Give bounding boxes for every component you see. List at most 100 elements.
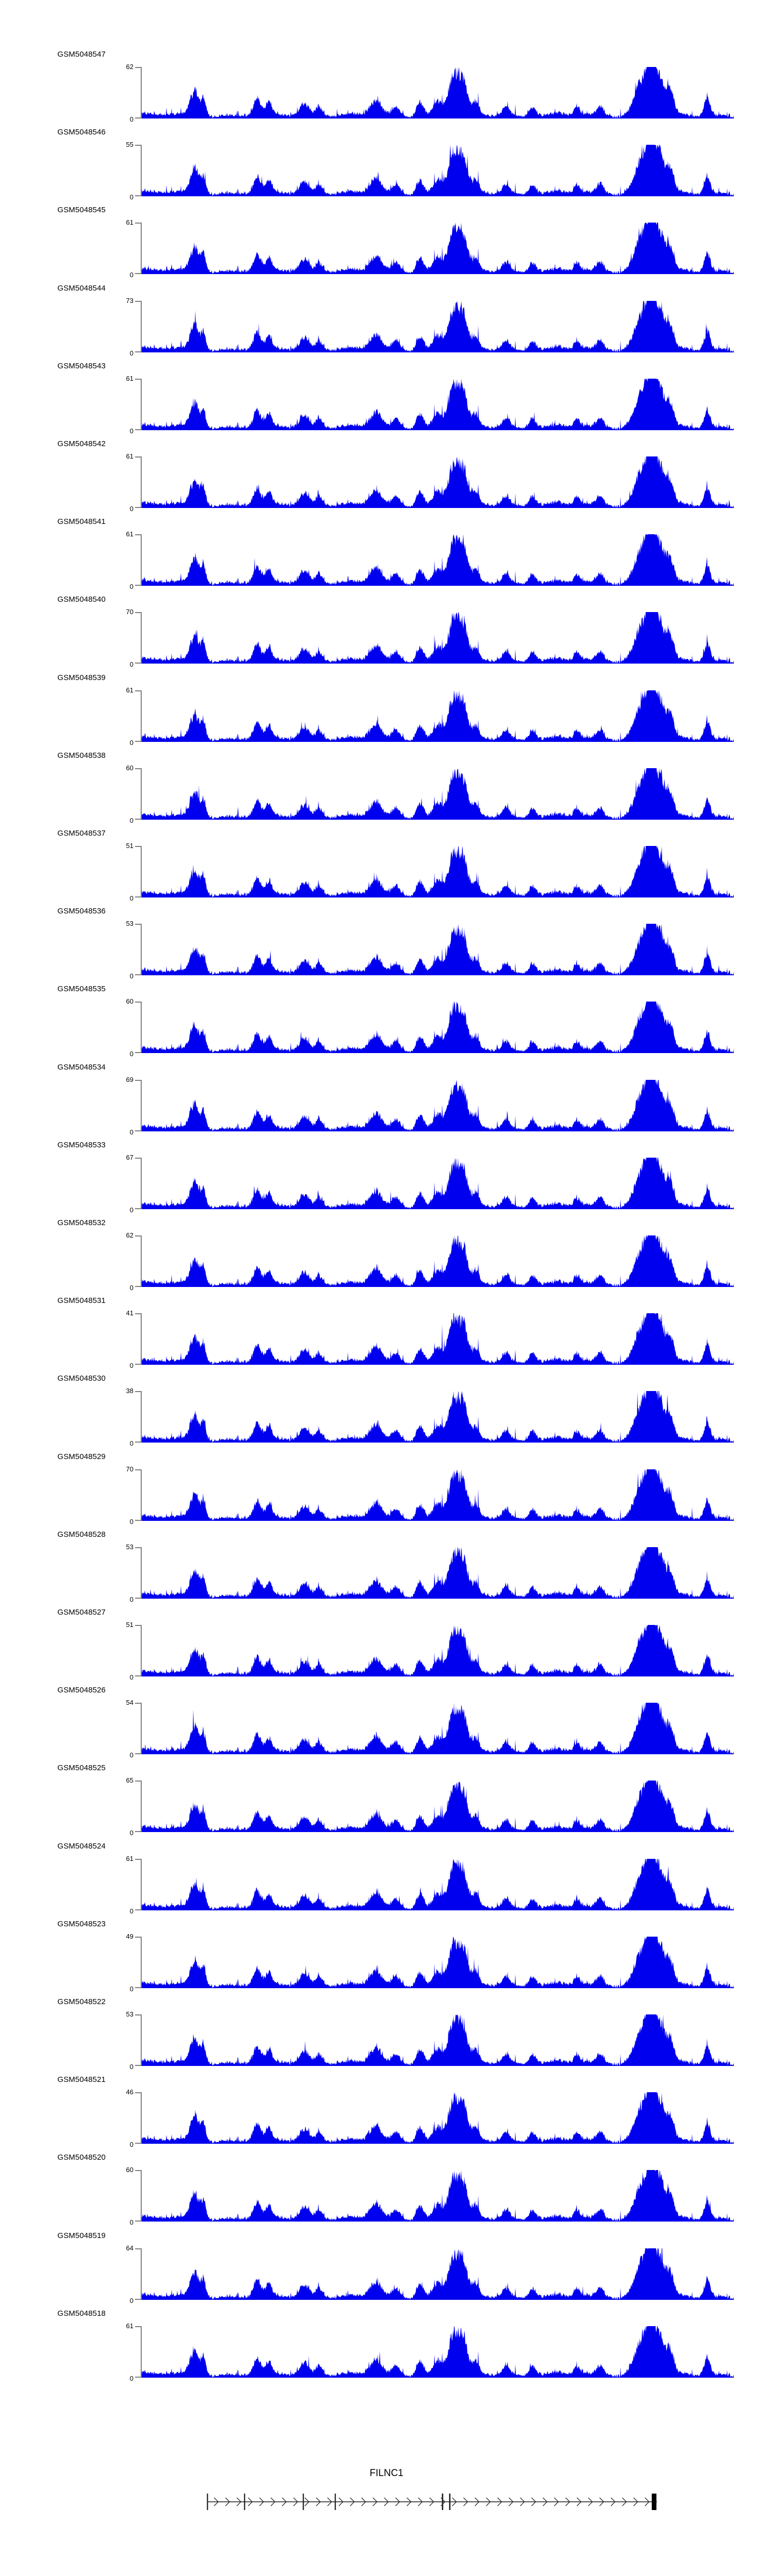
y-axis-tick-max — [135, 1936, 142, 1938]
track-y-axis: 64 0 — [110, 2244, 142, 2304]
track-y-axis: 60 0 — [110, 764, 142, 824]
coverage-plot-area[interactable] — [142, 768, 734, 820]
coverage-track: GSM5048526 54 0 — [0, 1686, 773, 1759]
track-label-gsm5048532: GSM5048532 — [57, 1218, 106, 1227]
y-axis-tick-max — [135, 1781, 142, 1782]
y-axis-min-label: 0 — [129, 1439, 133, 1448]
coverage-plot-area[interactable] — [142, 145, 734, 197]
coverage-plot-area[interactable] — [142, 2170, 734, 2222]
coverage-track: GSM5048528 53 0 — [0, 1530, 773, 1603]
coverage-plot-area[interactable] — [142, 1703, 734, 1755]
y-axis-tick-max — [135, 2014, 142, 2015]
y-axis-tick-min — [135, 117, 142, 118]
coverage-plot-area[interactable] — [142, 2326, 734, 2378]
y-axis-tick-min — [135, 1442, 142, 1443]
coverage-plot-area[interactable] — [142, 1469, 734, 1521]
y-axis-tick-min — [135, 1364, 142, 1365]
track-y-axis: 53 0 — [110, 1543, 142, 1603]
y-axis-tick-max — [135, 456, 142, 457]
coverage-plot-area[interactable] — [142, 534, 734, 586]
coverage-plot-area[interactable] — [142, 924, 734, 976]
y-axis-min-label: 0 — [129, 816, 133, 824]
y-axis-spine — [141, 534, 142, 586]
y-axis-tick-min — [135, 663, 142, 664]
y-axis-min-label: 0 — [129, 2141, 133, 2149]
track-label-gsm5048537: GSM5048537 — [57, 829, 106, 838]
coverage-plot-area[interactable] — [142, 1157, 734, 1209]
y-axis-spine — [141, 2326, 142, 2378]
y-axis-spine — [141, 1235, 142, 1287]
coverage-track: GSM5048542 61 0 — [0, 439, 773, 513]
y-axis-spine — [141, 768, 142, 820]
coverage-plot-area[interactable] — [142, 1235, 734, 1287]
track-label-gsm5048535: GSM5048535 — [57, 985, 106, 994]
y-axis-tick-min — [135, 351, 142, 352]
coverage-plot-area[interactable] — [142, 378, 734, 430]
coverage-plot-area[interactable] — [142, 67, 734, 118]
y-axis-tick-max — [135, 1703, 142, 1704]
y-axis-spine — [141, 846, 142, 897]
coverage-plot-area[interactable] — [142, 2092, 734, 2144]
coverage-plot-area[interactable] — [142, 1313, 734, 1365]
track-label-gsm5048527: GSM5048527 — [57, 1608, 106, 1617]
track-label-gsm5048530: GSM5048530 — [57, 1374, 106, 1383]
y-axis-spine — [141, 1625, 142, 1676]
y-axis-min-label: 0 — [129, 583, 133, 591]
coverage-plot-area[interactable] — [142, 1936, 734, 1988]
y-axis-max-label: 53 — [126, 2010, 133, 2018]
coverage-track: GSM5048522 53 0 — [0, 1997, 773, 2071]
y-axis-min-label: 0 — [129, 1673, 133, 1681]
y-axis-tick-max — [135, 1157, 142, 1159]
coverage-plot-area[interactable] — [142, 223, 734, 275]
y-axis-max-label: 60 — [126, 997, 133, 1006]
y-axis-max-label: 61 — [126, 374, 133, 382]
coverage-plot-area[interactable] — [142, 1391, 734, 1443]
y-axis-min-label: 0 — [129, 1284, 133, 1292]
coverage-plot-area[interactable] — [142, 690, 734, 742]
coverage-track: GSM5048535 60 0 — [0, 985, 773, 1058]
y-axis-max-label: 69 — [126, 1075, 133, 1083]
track-label-gsm5048538: GSM5048538 — [57, 751, 106, 760]
gene-model[interactable] — [142, 2488, 734, 2510]
coverage-plot-area[interactable] — [142, 1858, 734, 1910]
coverage-plot-area[interactable] — [142, 1781, 734, 1833]
coverage-plot-area[interactable] — [142, 1625, 734, 1676]
y-axis-spine — [141, 1313, 142, 1365]
coverage-plot-area[interactable] — [142, 2248, 734, 2300]
coverage-plot-area[interactable] — [142, 612, 734, 664]
y-axis-tick-min — [135, 2298, 142, 2300]
coverage-plot-area[interactable] — [142, 2014, 734, 2066]
coverage-plot-area[interactable] — [142, 1002, 734, 1054]
coverage-plot-area[interactable] — [142, 1547, 734, 1599]
y-axis-spine — [141, 2014, 142, 2066]
track-y-axis: 69 0 — [110, 1076, 142, 1136]
y-axis-max-label: 61 — [126, 1854, 133, 1862]
coverage-track: GSM5048519 64 0 — [0, 2231, 773, 2304]
coverage-plot-area[interactable] — [142, 846, 734, 897]
coverage-plot-area[interactable] — [142, 300, 734, 352]
y-axis-min-label: 0 — [129, 193, 133, 201]
y-axis-max-label: 54 — [126, 1699, 133, 1707]
track-label-gsm5048541: GSM5048541 — [57, 517, 106, 527]
track-y-axis: 62 0 — [110, 1231, 142, 1292]
y-axis-tick-max — [135, 1547, 142, 1548]
y-axis-min-label: 0 — [129, 2374, 133, 2382]
track-y-axis: 70 0 — [110, 608, 142, 668]
track-label-gsm5048529: GSM5048529 — [57, 1452, 106, 1461]
y-axis-min-label: 0 — [129, 894, 133, 902]
y-axis-spine — [141, 1079, 142, 1131]
coverage-track: GSM5048534 69 0 — [0, 1063, 773, 1136]
track-y-axis: 61 0 — [110, 1855, 142, 1915]
y-axis-tick-max — [135, 768, 142, 769]
track-label-gsm5048542: GSM5048542 — [57, 439, 106, 448]
coverage-plot-area[interactable] — [142, 1079, 734, 1131]
y-axis-min-label: 0 — [129, 1907, 133, 1915]
track-y-axis: 46 0 — [110, 2088, 142, 2148]
y-axis-max-label: 62 — [126, 1231, 133, 1239]
y-axis-tick-max — [135, 1079, 142, 1081]
y-axis-tick-min — [135, 1286, 142, 1287]
coverage-plot-area[interactable] — [142, 456, 734, 508]
track-y-axis: 51 0 — [110, 1621, 142, 1681]
y-axis-tick-max — [135, 1235, 142, 1236]
track-y-axis: 53 0 — [110, 920, 142, 980]
